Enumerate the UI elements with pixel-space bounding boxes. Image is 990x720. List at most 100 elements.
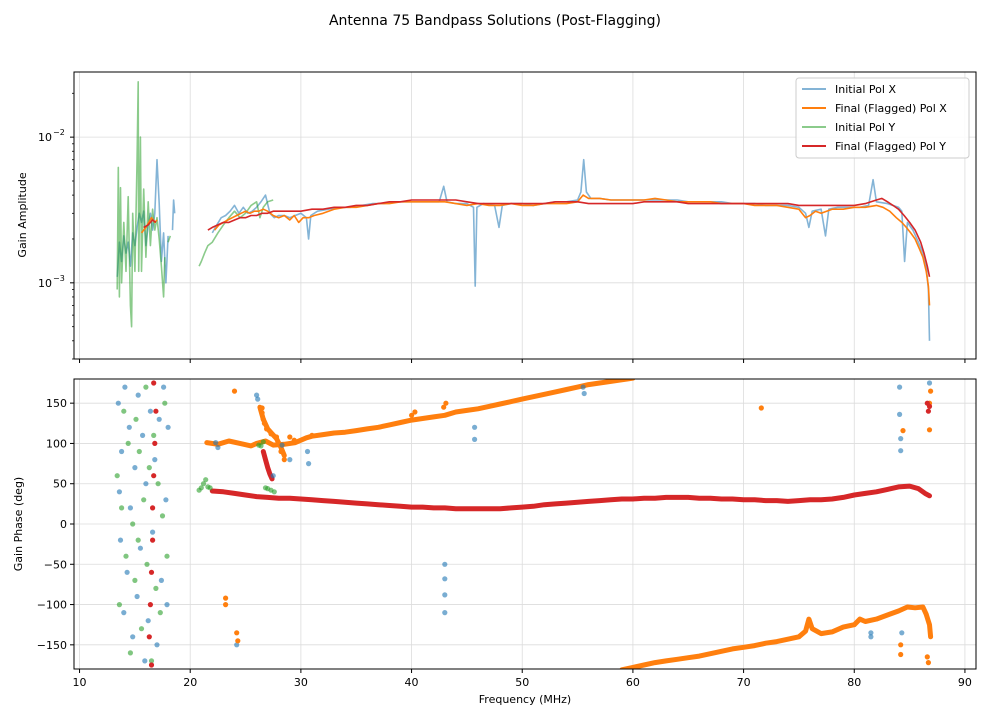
phase-point [207, 485, 213, 491]
phase-point [153, 408, 159, 414]
phase-point [122, 384, 128, 390]
phase-series-final-flagged-pol-y [146, 380, 933, 668]
phase-point [161, 384, 167, 390]
phase-point [580, 384, 586, 390]
phase-y-axis-label: Gain Phase (deg) [12, 477, 25, 571]
phase-point [125, 440, 131, 446]
phase-point [117, 537, 124, 543]
phase-point [309, 432, 315, 438]
phase-point [261, 420, 267, 426]
phase-point [281, 457, 287, 463]
phase-point [148, 658, 155, 664]
phase-point [898, 651, 904, 658]
phase-point [137, 545, 143, 551]
legend: Initial Pol X Final (Flagged) Pol X Init… [795, 77, 970, 159]
phase-point [132, 465, 138, 471]
phase-point [898, 448, 904, 454]
phase-point [135, 537, 141, 543]
phase-point [270, 473, 276, 479]
phase-series-initial-pol-y [114, 384, 277, 664]
phase-point [140, 432, 146, 438]
phase-point [259, 410, 265, 416]
phase-point [143, 384, 149, 390]
phase-point [127, 650, 133, 656]
amp-series-final-flagged-pol-y [143, 197, 931, 277]
phase-point [758, 405, 764, 411]
phase-point [231, 388, 238, 394]
phase-point [119, 505, 125, 511]
phase-x-tick-label: 70 [737, 676, 751, 689]
phase-point [151, 432, 157, 438]
phase-point [163, 497, 169, 503]
phase-point [409, 412, 415, 418]
phase-point [900, 428, 906, 434]
phase-y-tick-label: −100 [37, 599, 67, 612]
phase-point [924, 654, 930, 660]
phase-point [123, 553, 129, 559]
phase-point [273, 434, 280, 440]
phase-point [164, 602, 170, 608]
phase-point [203, 477, 209, 483]
phase-point [147, 408, 153, 414]
amp-line-segment [211, 158, 931, 341]
phase-point [150, 529, 156, 535]
phase-point [268, 431, 274, 437]
phase-series-final-flagged-pol-x [223, 388, 934, 666]
phase-point [215, 444, 221, 451]
phase-point [254, 392, 260, 398]
phase-series-initial-pol-x [115, 380, 933, 664]
phase-point [132, 577, 138, 584]
phase-point [124, 569, 130, 575]
phase-point [164, 553, 170, 559]
phase-point [156, 416, 162, 422]
phase-point [130, 634, 136, 640]
phase-point [142, 658, 148, 664]
amp-y-tick-exponent: −3 [53, 274, 65, 283]
amp-line-segment [207, 197, 931, 277]
phase-point [145, 618, 151, 624]
phase-point [255, 396, 261, 402]
phase-point [234, 630, 240, 636]
phase-point [443, 400, 449, 406]
phase-point [287, 434, 293, 440]
phase-point [304, 448, 311, 455]
phase-point [868, 634, 874, 640]
amplitude-axes-frame [73, 71, 977, 360]
amp-line-segment [143, 219, 157, 229]
phase-point [279, 442, 285, 448]
phase-point [119, 448, 125, 455]
phase-point [898, 642, 904, 648]
amplitude-series [116, 81, 931, 341]
phase-point [235, 638, 241, 644]
phase-point [134, 593, 140, 600]
amp-line-segment [171, 199, 176, 231]
phase-point [146, 465, 152, 471]
phase-point [264, 426, 270, 432]
phase-point [121, 408, 127, 414]
phase-point [259, 405, 265, 411]
phase-point [442, 576, 448, 582]
phase-panel: 10 20 30 40 50 60 70 80 90 150 100 50 0 −50 −100 −150 G… [12, 378, 977, 706]
phase-point [151, 380, 157, 386]
phase-point [925, 408, 932, 414]
phase-point [278, 448, 284, 455]
phase-point [287, 457, 293, 463]
phase-point [442, 610, 448, 616]
phase-x-tick-label: 20 [183, 676, 197, 689]
phase-point [926, 380, 933, 386]
phase-dense-band [619, 604, 934, 669]
phase-point [114, 473, 120, 479]
phase-point [148, 569, 155, 575]
phase-x-tick-label: 80 [847, 676, 861, 689]
phase-point [926, 403, 933, 409]
amp-line-segment [167, 235, 172, 243]
phase-point [127, 505, 133, 511]
amp-y-tick-label: 10 [38, 277, 52, 290]
phase-y-tick-label: 150 [46, 397, 67, 410]
phase-x-tick-label: 50 [515, 676, 529, 689]
phase-x-tick-label: 10 [73, 676, 87, 689]
phase-point [148, 662, 155, 668]
phase-point [234, 642, 240, 648]
amplitude-panel: 10−210−3 Gain Amplitude Initial Pol X Fi… [16, 71, 977, 363]
